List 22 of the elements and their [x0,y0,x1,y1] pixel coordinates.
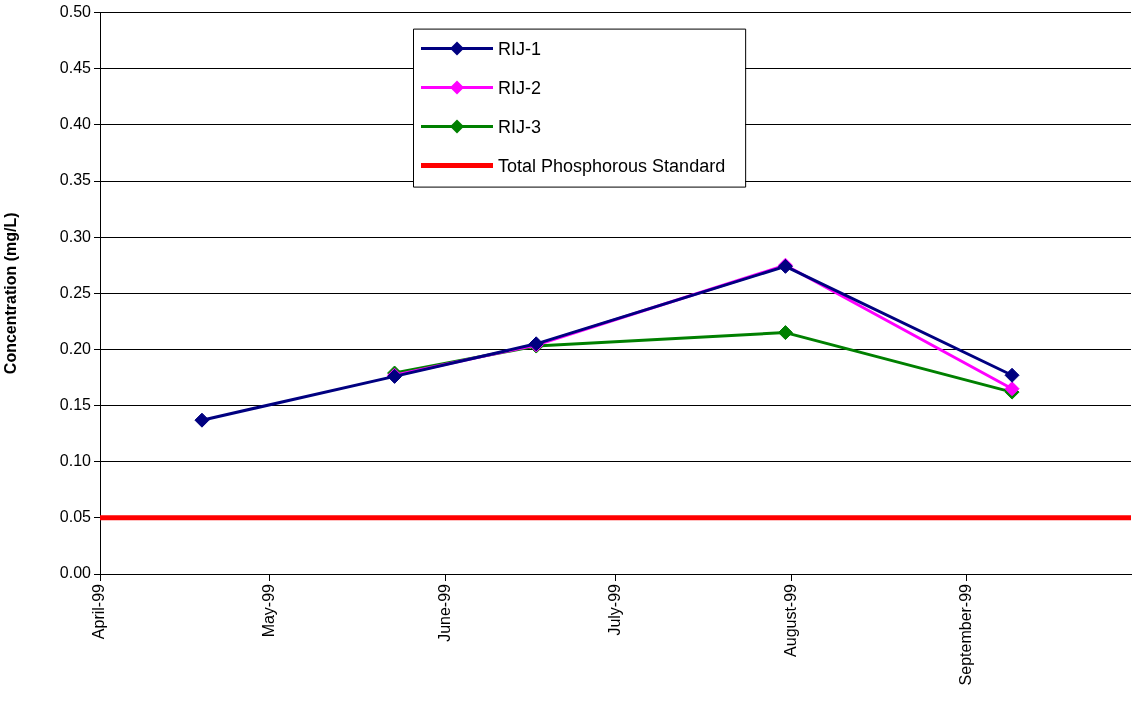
y-tick-label: 0.50 [59,3,92,21]
y-tick-label: 0.30 [59,227,92,245]
y-tick-label: 0.40 [59,115,92,133]
y-tick-label: 0.20 [59,339,92,357]
y-tick-label: 0.10 [59,452,92,470]
legend-label: RIJ-2 [498,77,542,98]
y-tick-label: 0.45 [59,59,92,77]
x-tick-label: May-99 [260,583,278,638]
y-tick-label: 0.15 [59,395,92,413]
y-tick-label: 0.25 [59,283,92,301]
x-tick-label: July-99 [605,583,623,636]
x-tick-label: June-99 [435,583,453,642]
legend-label: Total Phosphorous Standard [498,155,726,176]
y-tick-label: 0.35 [59,171,92,189]
x-tick-label: August-99 [781,583,799,657]
legend-label: RIJ-1 [498,38,542,59]
legend-label: RIJ-3 [498,116,542,137]
x-tick-label: September-99 [957,583,975,686]
y-tick-label: 0.00 [59,564,92,582]
y-tick-label: 0.05 [59,508,92,526]
x-tick-label: April-99 [90,583,108,640]
y-axis-title: Concentration (mg/L) [2,212,20,375]
